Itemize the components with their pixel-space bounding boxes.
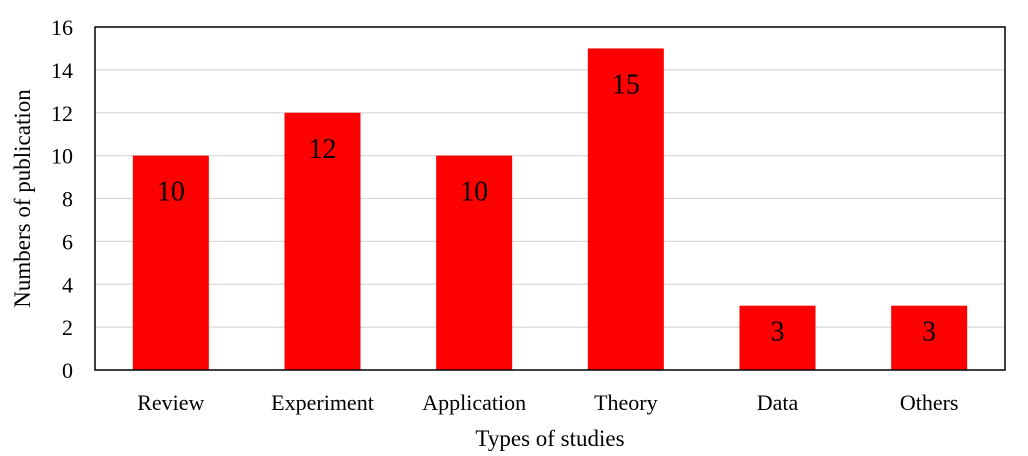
y-tick-label: 14 bbox=[51, 58, 73, 83]
bar-value-label: 12 bbox=[309, 134, 337, 165]
y-tick-labels: 0 2 4 6 8 10 12 14 16 bbox=[51, 15, 73, 383]
bar-experiment bbox=[284, 112, 361, 370]
bar-application bbox=[436, 155, 513, 370]
y-tick-label: 16 bbox=[51, 15, 73, 40]
y-tick-label: 12 bbox=[51, 101, 73, 126]
bar-value-label: 15 bbox=[612, 69, 640, 100]
x-tick-labels: Review Experiment Application Theory Data Oth… bbox=[137, 390, 958, 415]
plot-frame bbox=[94, 26, 1006, 371]
y-tick-label: 6 bbox=[62, 229, 73, 254]
bar-value-label: 3 bbox=[771, 317, 785, 348]
gridlines bbox=[95, 69, 1005, 328]
bar-review bbox=[132, 155, 209, 370]
x-tick-label: Data bbox=[757, 390, 799, 415]
bar-value-label: 3 bbox=[922, 317, 936, 348]
bar-theory bbox=[587, 48, 664, 370]
bar-others bbox=[891, 305, 968, 370]
x-tick-label: Application bbox=[422, 390, 526, 415]
y-tick-label: 2 bbox=[62, 315, 73, 340]
y-tick-label: 0 bbox=[62, 358, 73, 383]
bars bbox=[132, 48, 968, 370]
y-tick-label: 10 bbox=[51, 144, 73, 169]
bar-data bbox=[739, 305, 816, 370]
data-labels: 10 12 10 15 3 3 bbox=[157, 69, 936, 347]
bar-value-label: 10 bbox=[157, 177, 185, 208]
y-tick-label: 8 bbox=[62, 187, 73, 212]
y-axis-title: Numbers of publication bbox=[10, 89, 35, 308]
x-tick-label: Theory bbox=[594, 390, 658, 415]
bar-value-label: 10 bbox=[460, 177, 488, 208]
x-tick-label: Others bbox=[900, 390, 959, 415]
x-axis-title: Types of studies bbox=[475, 426, 624, 451]
x-tick-label: Review bbox=[137, 390, 204, 415]
y-tick-label: 4 bbox=[62, 272, 73, 297]
x-tick-label: Experiment bbox=[271, 390, 374, 415]
